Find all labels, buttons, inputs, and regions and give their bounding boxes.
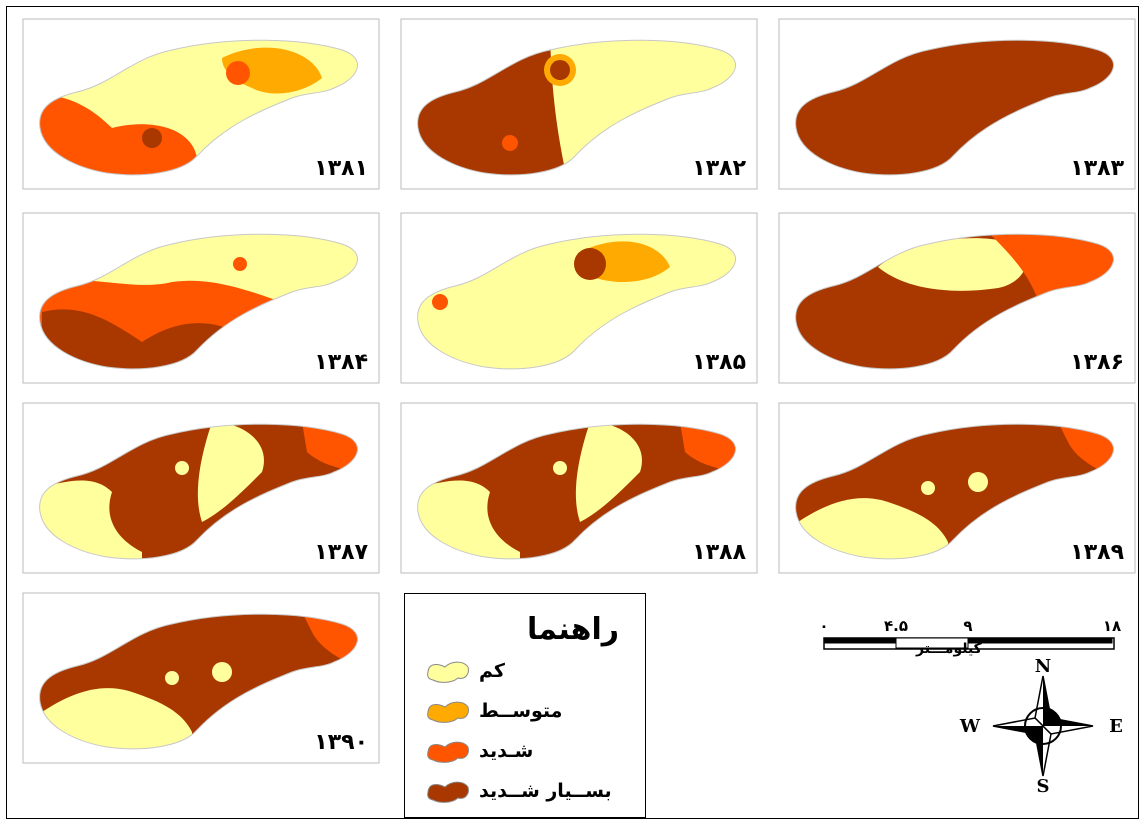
zone-shadid bbox=[302, 614, 358, 672]
compass-rose-icon: N S W E bbox=[959, 656, 1123, 797]
zone-shadid bbox=[502, 135, 518, 151]
scale-tick-2: ۹ bbox=[963, 617, 973, 635]
legend-swatch-motavaset-icon bbox=[427, 701, 469, 723]
region-map bbox=[22, 18, 380, 190]
map-panel: ۱۳۸۶ bbox=[778, 212, 1138, 387]
zone-kam bbox=[197, 424, 264, 522]
map-year-label: ۱۳۸۱ bbox=[314, 156, 368, 181]
compass-s: S bbox=[1037, 776, 1050, 797]
map-year-label: ۱۳۸۷ bbox=[314, 540, 368, 565]
compass-w: W bbox=[959, 716, 981, 737]
map-year-label: ۱۳۸۵ bbox=[692, 350, 746, 375]
region-map bbox=[778, 402, 1136, 574]
legend-item-shadid: شـديد bbox=[425, 736, 645, 770]
legend-label-motavaset: متوســط bbox=[479, 700, 563, 722]
legend-swatch-kam-icon bbox=[427, 661, 469, 683]
legend-item-besyar: بســيار شــديد bbox=[425, 776, 645, 810]
region-map bbox=[22, 592, 380, 764]
zone-shadid bbox=[1058, 424, 1114, 482]
zone-besyar bbox=[795, 40, 1114, 175]
region-map bbox=[400, 18, 758, 190]
map-panel: ۱۳۸۳ bbox=[778, 18, 1138, 193]
zone-besyar bbox=[574, 248, 606, 280]
zone-shadid bbox=[302, 424, 358, 473]
map-panel: ۱۳۹۰ bbox=[22, 592, 382, 767]
scale-tick-1: ۴.۵ bbox=[883, 617, 909, 635]
scale-bar: ۰ ۴.۵ ۹ ۱۸ كيلومـــتر bbox=[819, 617, 1122, 657]
map-panel: ۱۳۸۱ bbox=[22, 18, 382, 193]
compass-e: E bbox=[1109, 716, 1123, 737]
legend-item-motavaset: متوســط bbox=[425, 696, 645, 730]
zone-kam bbox=[553, 461, 567, 475]
legend-label-besyar: بســيار شــديد bbox=[479, 780, 612, 802]
compass-n: N bbox=[1035, 658, 1051, 677]
map-year-label: ۱۳۸۶ bbox=[1070, 350, 1124, 375]
map-panel: ۱۳۸۲ bbox=[400, 18, 760, 193]
region-map bbox=[778, 18, 1136, 190]
zone-kam bbox=[175, 461, 189, 475]
zone-shadid bbox=[432, 294, 448, 310]
scale-tick-3: ۱۸ bbox=[1102, 617, 1122, 635]
map-year-label: ۱۳۹۰ bbox=[314, 730, 368, 755]
region-map bbox=[778, 212, 1136, 384]
north-arrow: N S W E bbox=[958, 656, 1128, 798]
zone-shadid bbox=[233, 257, 247, 271]
map-panel: ۱۳۸۴ bbox=[22, 212, 382, 387]
zone-kam bbox=[968, 472, 988, 492]
legend-swatch-besyar-icon bbox=[427, 781, 469, 803]
zone-kam bbox=[165, 671, 179, 685]
map-year-label: ۱۳۸۴ bbox=[314, 350, 368, 375]
zone-kam bbox=[575, 424, 642, 522]
map-year-label: ۱۳۸۲ bbox=[692, 156, 746, 181]
scale-unit: كيلومـــتر bbox=[916, 641, 982, 657]
zone-besyar bbox=[142, 128, 162, 148]
zone-shadid bbox=[680, 424, 736, 473]
legend: راهنما کم متوســط شـديد بســيار شــديد bbox=[404, 593, 646, 818]
region-map bbox=[22, 212, 380, 384]
zone-motavaset bbox=[222, 47, 322, 94]
zone-besyar bbox=[550, 60, 570, 80]
legend-title: راهنما bbox=[527, 612, 619, 647]
map-panel: ۱۳۸۵ bbox=[400, 212, 760, 387]
legend-item-kam: کم bbox=[425, 656, 645, 690]
zone-shadid bbox=[226, 61, 250, 85]
scale-tick-0: ۰ bbox=[819, 617, 829, 635]
region-map bbox=[400, 402, 758, 574]
map-panel: ۱۳۸۹ bbox=[778, 402, 1138, 577]
legend-label-shadid: شـديد bbox=[479, 740, 534, 762]
zone-kam bbox=[212, 662, 232, 682]
map-year-label: ۱۳۸۳ bbox=[1070, 156, 1124, 181]
map-panel: ۱۳۸۷ bbox=[22, 402, 382, 577]
region-map bbox=[22, 402, 380, 574]
zone-kam bbox=[878, 238, 1027, 291]
map-panel: ۱۳۸۸ bbox=[400, 402, 760, 577]
map-frame bbox=[6, 6, 1139, 819]
legend-label-kam: کم bbox=[479, 660, 505, 682]
map-year-label: ۱۳۸۸ bbox=[692, 540, 746, 565]
legend-swatch-shadid-icon bbox=[427, 741, 469, 763]
region-map bbox=[400, 212, 758, 384]
map-year-label: ۱۳۸۹ bbox=[1070, 540, 1124, 565]
scale-bar-segments bbox=[823, 637, 1113, 649]
zone-kam bbox=[921, 481, 935, 495]
